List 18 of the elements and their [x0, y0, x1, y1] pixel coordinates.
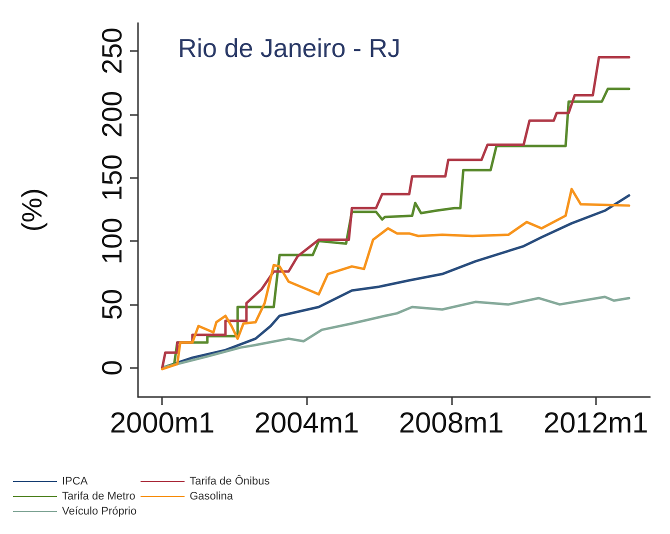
x-tick-label: 2004m1 — [254, 408, 360, 440]
y-tick-label: 0 — [96, 360, 128, 376]
y-tick-label: 150 — [96, 154, 128, 202]
chart-title: Rio de Janeiro - RJ — [178, 33, 401, 63]
legend-label: Tarifa de Metro — [62, 490, 136, 502]
y-axis-title: (%) — [16, 188, 48, 232]
x-tick-label: 2012m1 — [543, 408, 648, 440]
legend-label: Tarifa de Ônibus — [190, 474, 270, 488]
y-tick-label: 50 — [96, 288, 128, 320]
x-tick-label: 2000m1 — [110, 408, 215, 440]
legend-label: IPCA — [62, 476, 88, 488]
y-tick-label: 100 — [96, 218, 128, 264]
y-tick-label: 250 — [96, 28, 128, 74]
line-series — [160, 296, 630, 370]
legend-label: Veículo Próprio — [62, 506, 137, 518]
legend-label: Gasolina — [190, 490, 234, 502]
x-tick-label: 2008m1 — [398, 408, 504, 440]
y-tick-label: 200 — [96, 90, 128, 138]
